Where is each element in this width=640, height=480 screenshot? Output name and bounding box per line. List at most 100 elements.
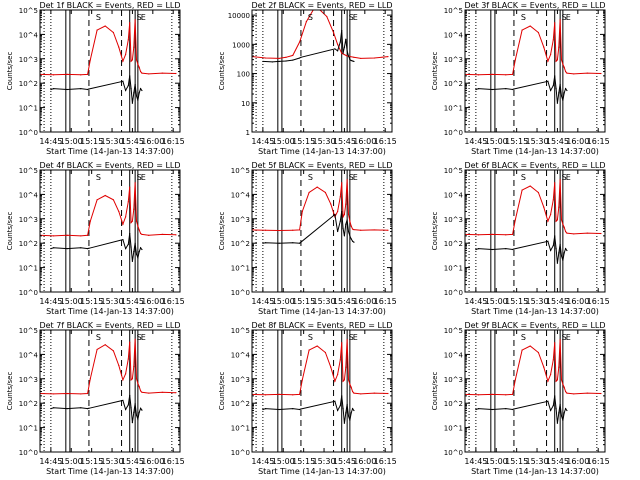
data-point (477, 234, 480, 236)
x-tick-label: 15:45 (121, 297, 144, 306)
event-tag-label: E (353, 173, 358, 182)
data-point (556, 219, 559, 221)
data-point (139, 247, 142, 249)
series-line-lld (40, 19, 176, 76)
data-point (511, 248, 514, 251)
data-point (505, 248, 507, 250)
data-point (131, 220, 134, 222)
plot-frame (251, 329, 393, 453)
data-point (298, 408, 301, 411)
data-point (88, 407, 90, 409)
data-point (298, 393, 301, 395)
x-tick-label: 15:45 (121, 457, 144, 466)
data-point (138, 66, 140, 68)
data-point (360, 57, 362, 60)
data-point (349, 419, 351, 421)
data-point (586, 72, 588, 74)
data-point (127, 358, 129, 360)
data-point (555, 408, 557, 410)
x-tick-label: 16:15 (587, 137, 610, 146)
data-point (139, 88, 142, 90)
data-point (346, 50, 348, 52)
event-tag-label: S (521, 173, 526, 182)
data-point (301, 210, 303, 213)
data-point (562, 223, 564, 225)
y-tick-label: 10^0 (19, 449, 38, 457)
data-point (573, 73, 575, 75)
data-point (337, 409, 339, 412)
x-tick-label: 15:45 (333, 297, 356, 306)
y-tick-label: 10^3 (19, 216, 38, 224)
data-point (350, 386, 352, 388)
y-tick-label: 10^2 (231, 400, 250, 408)
data-point (50, 408, 52, 410)
data-point (566, 232, 568, 234)
event-tag-label: S (308, 333, 313, 342)
y-tick-label: 10^1 (444, 105, 463, 113)
data-point (122, 379, 124, 381)
data-point (332, 32, 335, 34)
x-axis-label: Start Time (14-Jan-13 14:37:00) (46, 307, 174, 316)
data-point (66, 88, 68, 91)
data-point (141, 391, 143, 393)
series-line-events (262, 395, 355, 424)
x-tick-label: 14:45 (39, 137, 62, 146)
data-point (559, 19, 561, 21)
data-point (566, 249, 568, 252)
x-tick-label: 16:00 (566, 137, 589, 146)
plot-area (40, 10, 177, 132)
data-point (560, 415, 563, 417)
data-point (554, 395, 556, 397)
data-point (104, 25, 106, 27)
data-point (558, 92, 560, 94)
data-point (131, 260, 134, 262)
data-point (555, 220, 557, 222)
y-tick-label: 10^4 (231, 351, 251, 359)
data-point (86, 73, 89, 75)
data-point (586, 392, 588, 394)
x-tick-label: 16:15 (162, 457, 185, 466)
data-point (573, 233, 575, 235)
data-point (555, 248, 557, 250)
data-point (129, 186, 131, 188)
series-line-events (50, 233, 143, 262)
data-point (334, 48, 336, 50)
x-axis-label: Start Time (14-Jan-13 14:37:00) (471, 147, 599, 156)
data-point (125, 408, 127, 411)
data-point (563, 252, 565, 254)
x-tick-label: 14:45 (251, 137, 274, 146)
data-point (360, 393, 362, 395)
data-point (278, 57, 280, 60)
data-point (345, 38, 347, 40)
data-point (122, 223, 124, 225)
series-line-events (50, 395, 143, 423)
x-tick-label: 14:45 (464, 457, 487, 466)
data-point (86, 392, 89, 395)
data-point (558, 46, 560, 48)
event-tag-label: S (562, 13, 567, 22)
data-point (514, 219, 516, 221)
series-line-lld (40, 182, 176, 237)
x-tick-label: 15:15 (80, 297, 103, 306)
y-axis-label: Counts/sec (431, 372, 439, 411)
x-tick-label: 16:15 (587, 457, 610, 466)
data-point (387, 229, 389, 231)
data-point (80, 407, 82, 409)
x-tick-label: 16:15 (587, 297, 610, 306)
x-tick-label: 15:45 (546, 457, 569, 466)
data-point (129, 232, 131, 235)
y-tick-label: 10^4 (444, 351, 464, 359)
series-line-lld (465, 179, 601, 236)
plot-frame (464, 169, 606, 293)
data-point (80, 393, 82, 395)
event-tag-label: S (349, 13, 354, 22)
x-tick-label: 15:00 (272, 137, 295, 146)
data-point (334, 213, 336, 216)
x-tick-label: 15:45 (546, 297, 569, 306)
series-line-events (475, 395, 568, 424)
plot-area (465, 330, 602, 452)
x-tick-label: 16:00 (141, 297, 164, 306)
data-point (347, 415, 350, 417)
data-point (347, 379, 350, 381)
